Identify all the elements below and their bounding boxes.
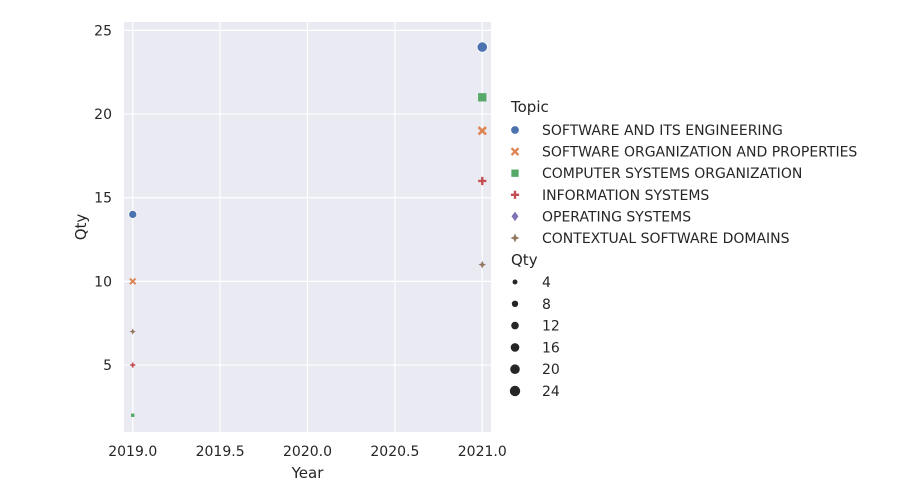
legend-marker-information-systems — [510, 190, 520, 199]
x-tick-label: 2020.5 — [370, 444, 419, 460]
data-point-information-systems — [478, 176, 487, 186]
legend-title-size: Qty — [511, 251, 538, 269]
legend-marker-operating-systems — [511, 211, 519, 222]
legend-size-label: 16 — [542, 340, 560, 356]
legend-marker-software-and-its-engineering — [510, 125, 520, 135]
data-points — [128, 41, 488, 417]
x-tick-label: 2019.0 — [108, 444, 157, 460]
legend: Topic SOFTWARE AND ITS ENGINEERINGSOFTWA… — [509, 98, 857, 400]
legend-size-label: 24 — [542, 384, 560, 400]
data-point-software-organization-and-properties — [477, 126, 487, 136]
y-tick-label: 20 — [94, 107, 112, 123]
legend-label-operating-systems: OPERATING SYSTEMS — [542, 209, 691, 225]
grid-lines — [124, 22, 491, 432]
legend-size-marker — [510, 343, 520, 352]
legend-label-contextual-software-domains: CONTEXTUAL SOFTWARE DOMAINS — [542, 231, 790, 247]
legend-size-marker — [511, 300, 519, 308]
data-point-software-and-its-engineering — [128, 209, 138, 219]
data-point-computer-systems-organization — [131, 413, 135, 417]
x-axis-label: Year — [291, 464, 325, 482]
legend-size-label: 20 — [542, 362, 560, 378]
legend-size-label: 4 — [542, 275, 551, 291]
legend-marker-computer-systems-organization — [511, 169, 519, 177]
legend-size-label: 12 — [542, 319, 560, 335]
legend-marker-contextual-software-domains — [510, 233, 520, 243]
x-tick-label: 2021.0 — [458, 444, 507, 460]
data-point-contextual-software-domains — [129, 328, 136, 335]
data-point-computer-systems-organization — [478, 93, 487, 102]
y-tick-label: 10 — [94, 274, 112, 290]
x-axis-ticks: 2019.0 2019.5 2020.0 2020.5 2021.0 — [108, 444, 507, 460]
data-point-contextual-software-domains — [478, 260, 487, 269]
data-point-software-and-its-engineering — [476, 41, 488, 53]
legend-size-label: 8 — [542, 297, 551, 313]
legend-title-topic: Topic — [510, 98, 549, 116]
legend-size-items: 4 8 12 16 20 24 — [509, 275, 560, 400]
x-tick-label: 2020.0 — [283, 444, 332, 460]
y-tick-label: 5 — [103, 358, 112, 374]
y-tick-label: 25 — [94, 23, 112, 39]
legend-label-software-organization-and-properties: SOFTWARE ORGANIZATION AND PROPERTIES — [542, 145, 857, 161]
legend-size-marker — [509, 385, 521, 397]
legend-marker-software-organization-and-properties — [510, 147, 520, 156]
legend-size-marker — [512, 279, 518, 285]
legend-size-marker — [511, 321, 519, 330]
y-axis-ticks: 5 10 15 20 25 — [94, 23, 112, 374]
data-point-software-organization-and-properties — [129, 277, 137, 285]
data-point-information-systems — [130, 362, 136, 368]
legend-label-information-systems: INFORMATION SYSTEMS — [542, 188, 709, 204]
x-tick-label: 2019.5 — [196, 444, 245, 460]
y-axis-label: Qty — [72, 214, 90, 241]
y-tick-label: 15 — [94, 191, 112, 207]
legend-label-computer-systems-organization: COMPUTER SYSTEMS ORGANIZATION — [542, 166, 802, 182]
legend-topic-items: SOFTWARE AND ITS ENGINEERING SOFTWARE ORG… — [510, 123, 857, 247]
legend-size-marker — [510, 364, 520, 374]
legend-label-software-and-its-engineering: SOFTWARE AND ITS ENGINEERING — [542, 123, 783, 139]
